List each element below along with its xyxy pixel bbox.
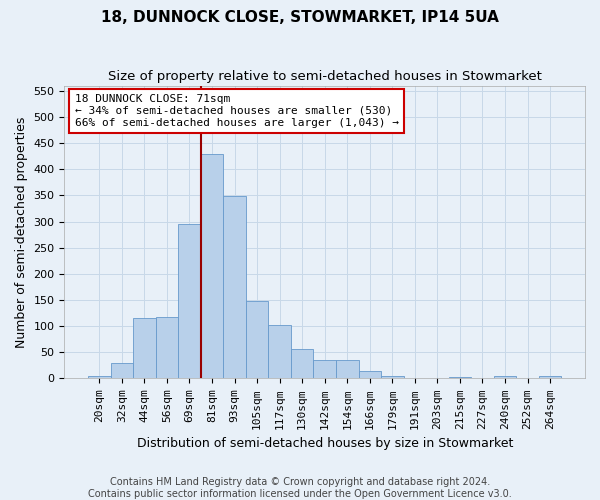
Bar (494, 376, 516, 378)
Y-axis label: Number of semi-detached properties: Number of semi-detached properties (15, 116, 28, 348)
Bar (201, 154, 223, 378)
Bar (223, 196, 246, 378)
X-axis label: Distribution of semi-detached houses by size in Stowmarket: Distribution of semi-detached houses by … (137, 437, 513, 450)
Bar (133, 318, 155, 378)
Bar (88, 376, 110, 378)
Text: Contains HM Land Registry data © Crown copyright and database right 2024.
Contai: Contains HM Land Registry data © Crown c… (88, 478, 512, 499)
Bar (110, 363, 133, 378)
Bar (313, 360, 336, 378)
Text: 18 DUNNOCK CLOSE: 71sqm
← 34% of semi-detached houses are smaller (530)
66% of s: 18 DUNNOCK CLOSE: 71sqm ← 34% of semi-de… (75, 94, 399, 128)
Bar (178, 224, 201, 378)
Text: 18, DUNNOCK CLOSE, STOWMARKET, IP14 5UA: 18, DUNNOCK CLOSE, STOWMARKET, IP14 5UA (101, 10, 499, 25)
Bar (336, 360, 359, 378)
Bar (359, 370, 381, 378)
Bar (155, 316, 178, 378)
Bar (381, 376, 404, 378)
Bar (539, 376, 562, 378)
Bar (268, 324, 291, 378)
Bar (246, 301, 268, 378)
Title: Size of property relative to semi-detached houses in Stowmarket: Size of property relative to semi-detach… (108, 70, 542, 83)
Bar (291, 349, 313, 378)
